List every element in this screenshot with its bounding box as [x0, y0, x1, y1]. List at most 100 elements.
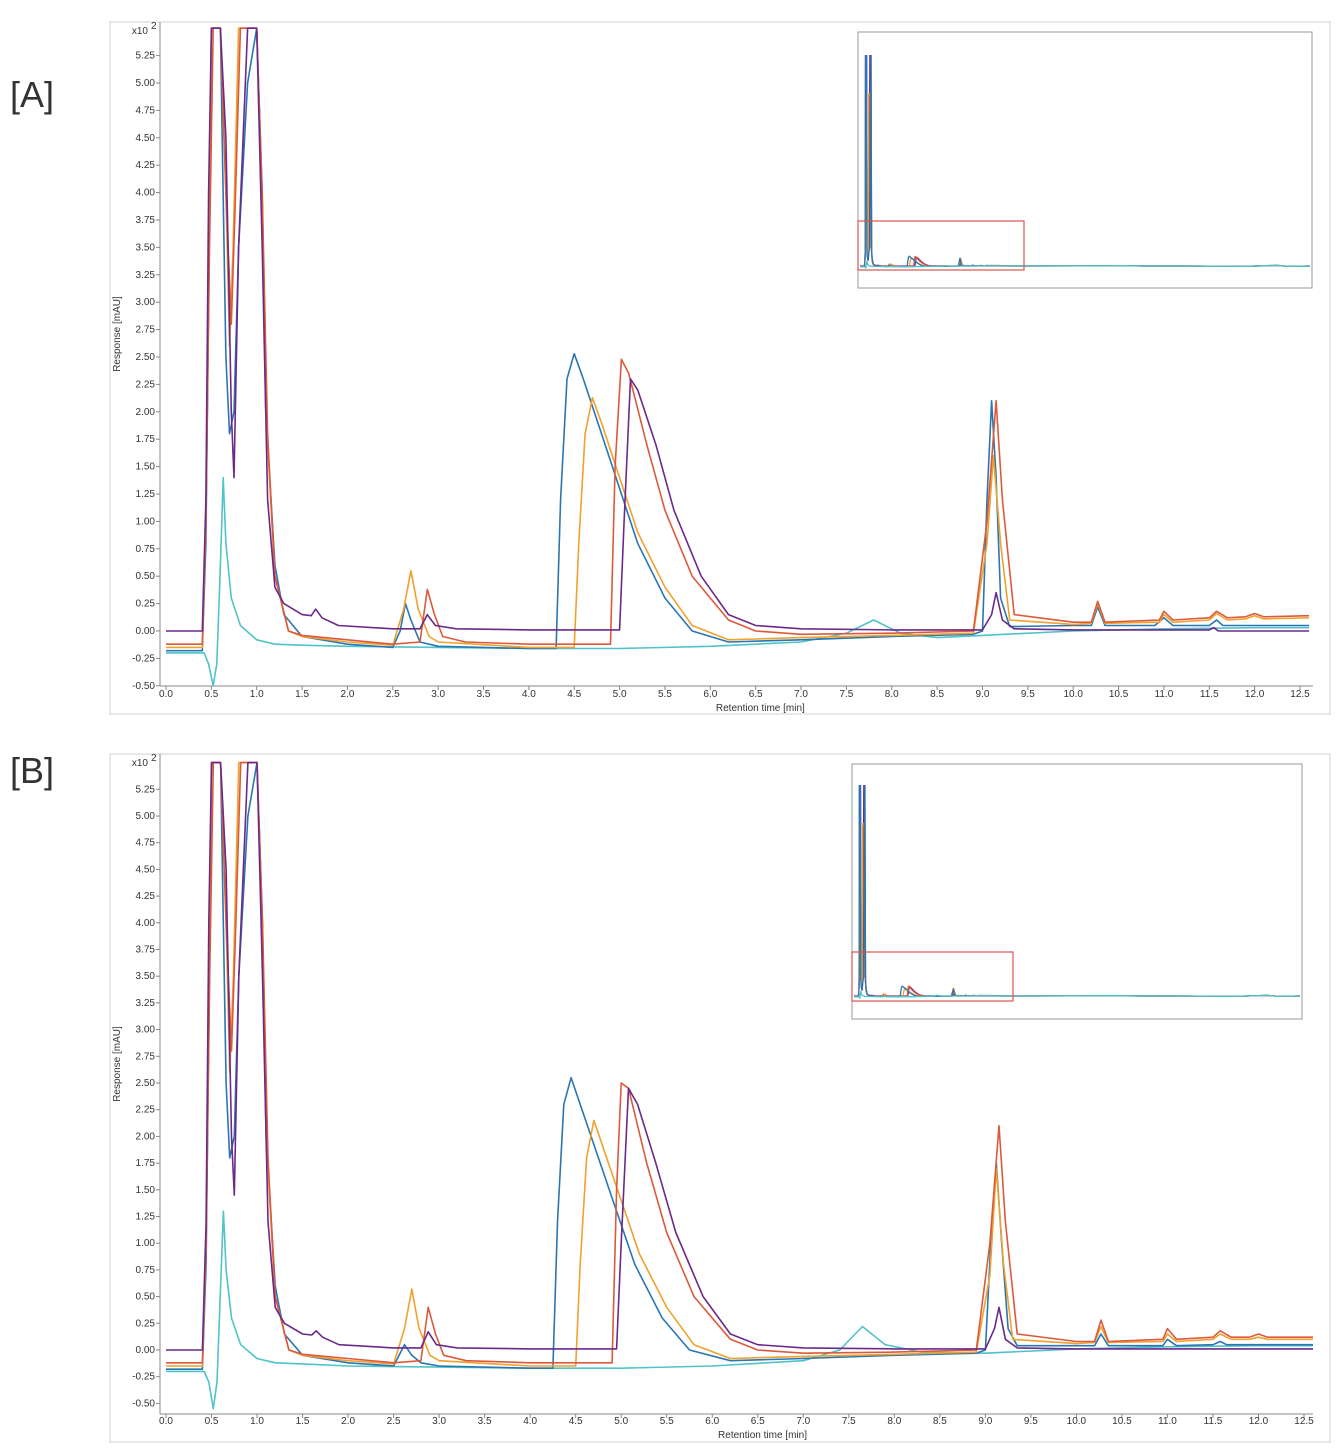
panel-a-x-tick-label: 1.0	[250, 689, 264, 700]
panel-b-y-tick-label: 3.00	[136, 1025, 156, 1036]
panel-b-y-tick-label: 2.25	[136, 1105, 156, 1116]
panel-a-x-tick-label: 11.5	[1200, 689, 1219, 700]
panel-a-x-tick-label: 6.0	[703, 689, 717, 700]
panel-a-y-tick-label: 2.75	[136, 325, 156, 336]
panel-b-x-tick-label: 3.0	[432, 1416, 446, 1427]
panel-b-y-tick-label: 3.25	[136, 998, 156, 1009]
panel-b-y-tick-label: 4.25	[136, 891, 156, 902]
panel-a-y-multiplier: x10	[132, 26, 149, 37]
panel-b-series-line-2	[166, 761, 1313, 1370]
panel-a-y-tick-label: 4.75	[136, 105, 156, 116]
panel-a-y-tick-label: 1.50	[136, 462, 156, 473]
panel-b-y-tick-label: -0.25	[132, 1372, 155, 1383]
panel-a-y-tick-label: 0.00	[136, 626, 156, 637]
panel-a-inset-zoom-box	[857, 220, 1025, 271]
panel-b-series-line-3	[166, 761, 1313, 1367]
panel-b-y-tick-label: 3.75	[136, 945, 156, 956]
panel-a-y-tick-label: 1.25	[136, 489, 156, 500]
panel-b-x-tick-label: 10.0	[1067, 1416, 1087, 1427]
panel-b-x-tick-label: 2.5	[387, 1416, 401, 1427]
panel-b-y-multiplier: x10	[132, 758, 149, 769]
panel-a-chart: -0.50 -0.25 0.00 0.25 0.50 0.75 1.00 1.25 1.50 1.…	[109, 21, 1331, 715]
panel-label-b: [B]	[10, 750, 55, 791]
panel-b-y-tick-label: 1.50	[136, 1185, 156, 1196]
panel-b-y-tick-label: 2.75	[136, 1051, 156, 1062]
panel-a-y-tick-label: -0.50	[132, 681, 155, 692]
panel-b-x-tick-label: 10.5	[1112, 1416, 1132, 1427]
panel-b-y-axis-title: Response [mAU]	[112, 1026, 123, 1102]
panel-a-y-tick-label: 3.25	[136, 270, 156, 281]
panel-b-x-tick-label: 8.0	[887, 1416, 901, 1427]
panel-b-y-tick-label: 1.00	[136, 1238, 156, 1249]
panel-a-y-tick-label: 5.00	[136, 78, 156, 89]
panel-a-y-tick-label: 1.00	[136, 516, 156, 527]
panel-b-y-tick-label: -0.50	[132, 1398, 155, 1409]
panel-a-x-tick-label: 7.5	[839, 689, 853, 700]
panel-a-y-tick-label: 2.50	[136, 352, 156, 363]
panel-a-y-tick-label: 0.75	[136, 544, 156, 555]
panel-b-x-axis-title: Retention time [min]	[718, 1430, 807, 1441]
panel-a-x-tick-label: 2.5	[386, 689, 400, 700]
panel-a-y-tick-label: 4.00	[136, 188, 156, 199]
panel-b-inset-zoom-box	[851, 951, 1014, 1002]
panel-b-y-tick-label: 2.00	[136, 1131, 156, 1142]
panel-b-y-tick-label: 0.50	[136, 1292, 156, 1303]
panel-b-x-tick-label: 8.5	[933, 1416, 947, 1427]
panel-a-y-tick-label: 3.75	[136, 215, 156, 226]
panel-a-x-tick-label: 3.5	[477, 689, 491, 700]
panel-a-y-multiplier-exponent: 2	[151, 21, 157, 32]
panel-a-y-tick-label: 2.00	[136, 407, 156, 418]
panel-b-inset-frame	[851, 763, 1303, 1020]
panel-a-y-tick-label: 2.25	[136, 379, 156, 390]
panel-b-y-tick-label: 1.25	[136, 1212, 156, 1223]
panel-b-y-tick-label: 4.00	[136, 918, 156, 929]
panel-b-y-tick-label: 0.75	[136, 1265, 156, 1276]
panel-a-y-tick-label: 3.00	[136, 297, 156, 308]
panel-b-x-tick-label: 1.0	[250, 1416, 264, 1427]
panel-a-x-tick-label: 12.5	[1290, 689, 1310, 700]
panel-b-y-tick-label: 0.25	[136, 1318, 156, 1329]
panel-b-x-tick-label: 5.5	[660, 1416, 674, 1427]
panel-b-x-tick-label: 6.0	[705, 1416, 719, 1427]
panel-a-x-tick-label: 8.5	[930, 689, 944, 700]
panel-a-x-tick-label: 9.5	[1021, 689, 1035, 700]
panel-a-x-tick-label: 2.0	[340, 689, 354, 700]
panel-a-y-tick-label: 4.50	[136, 133, 156, 144]
panel-a-y-tick-label: -0.25	[132, 653, 155, 664]
panel-a-series-group	[166, 27, 1310, 686]
panel-label-a: [A]	[10, 74, 55, 115]
panel-a-y-tick-label: 1.75	[136, 434, 156, 445]
panel-a-x-tick-label: 7.0	[794, 689, 808, 700]
panel-a-x-tick-label: 6.5	[749, 689, 763, 700]
panel-b-x-tick-label: 7.0	[796, 1416, 810, 1427]
panel-b-y-tick-label: 2.50	[136, 1078, 156, 1089]
panel-b-inset-trace-5	[854, 990, 1301, 1000]
panel-a-y-tick-label: 0.50	[136, 571, 156, 582]
panel-b-series-line-5	[166, 761, 1313, 1351]
panel-a-x-tick-label: 8.0	[885, 689, 899, 700]
panel-b-y-tick-label: 0.00	[136, 1345, 156, 1356]
panel-a-x-tick-label: 0.5	[204, 689, 218, 700]
panel-a-x-tick-label: 11.0	[1155, 689, 1174, 700]
panel-b-y-tick-label: 3.50	[136, 971, 156, 982]
panel-b-y-tick-label: 4.75	[136, 838, 156, 849]
panel-a-x-tick-label: 10.5	[1109, 689, 1129, 700]
panel-b-y-tick-label: 1.75	[136, 1158, 156, 1169]
panel-b-x-tick-label: 9.0	[978, 1416, 992, 1427]
panel-b-x-tick-label: 0.5	[205, 1416, 219, 1427]
panel-b-x-tick-label: 9.5	[1024, 1416, 1038, 1427]
panel-b-x-tick-label: 11.5	[1204, 1416, 1223, 1427]
panel-b-x-tick-label: 6.5	[751, 1416, 765, 1427]
panel-b-y-tick-label: 5.25	[136, 784, 156, 795]
panel-a-x-tick-label: 0.0	[159, 689, 173, 700]
panel-a-y-tick-label: 3.50	[136, 242, 156, 253]
panel-b-series-line-4	[166, 761, 1313, 1364]
panel-a-x-tick-label: 10.0	[1063, 689, 1083, 700]
panel-a-x-tick-label: 3.0	[431, 689, 445, 700]
panel-a-y-tick-label: 5.25	[136, 51, 156, 62]
panel-a-inset-frame	[857, 31, 1313, 289]
panel-b-x-tick-label: 11.0	[1158, 1416, 1177, 1427]
panel-a-x-tick-label: 5.0	[613, 689, 627, 700]
panel-a-x-tick-label: 1.5	[295, 689, 309, 700]
